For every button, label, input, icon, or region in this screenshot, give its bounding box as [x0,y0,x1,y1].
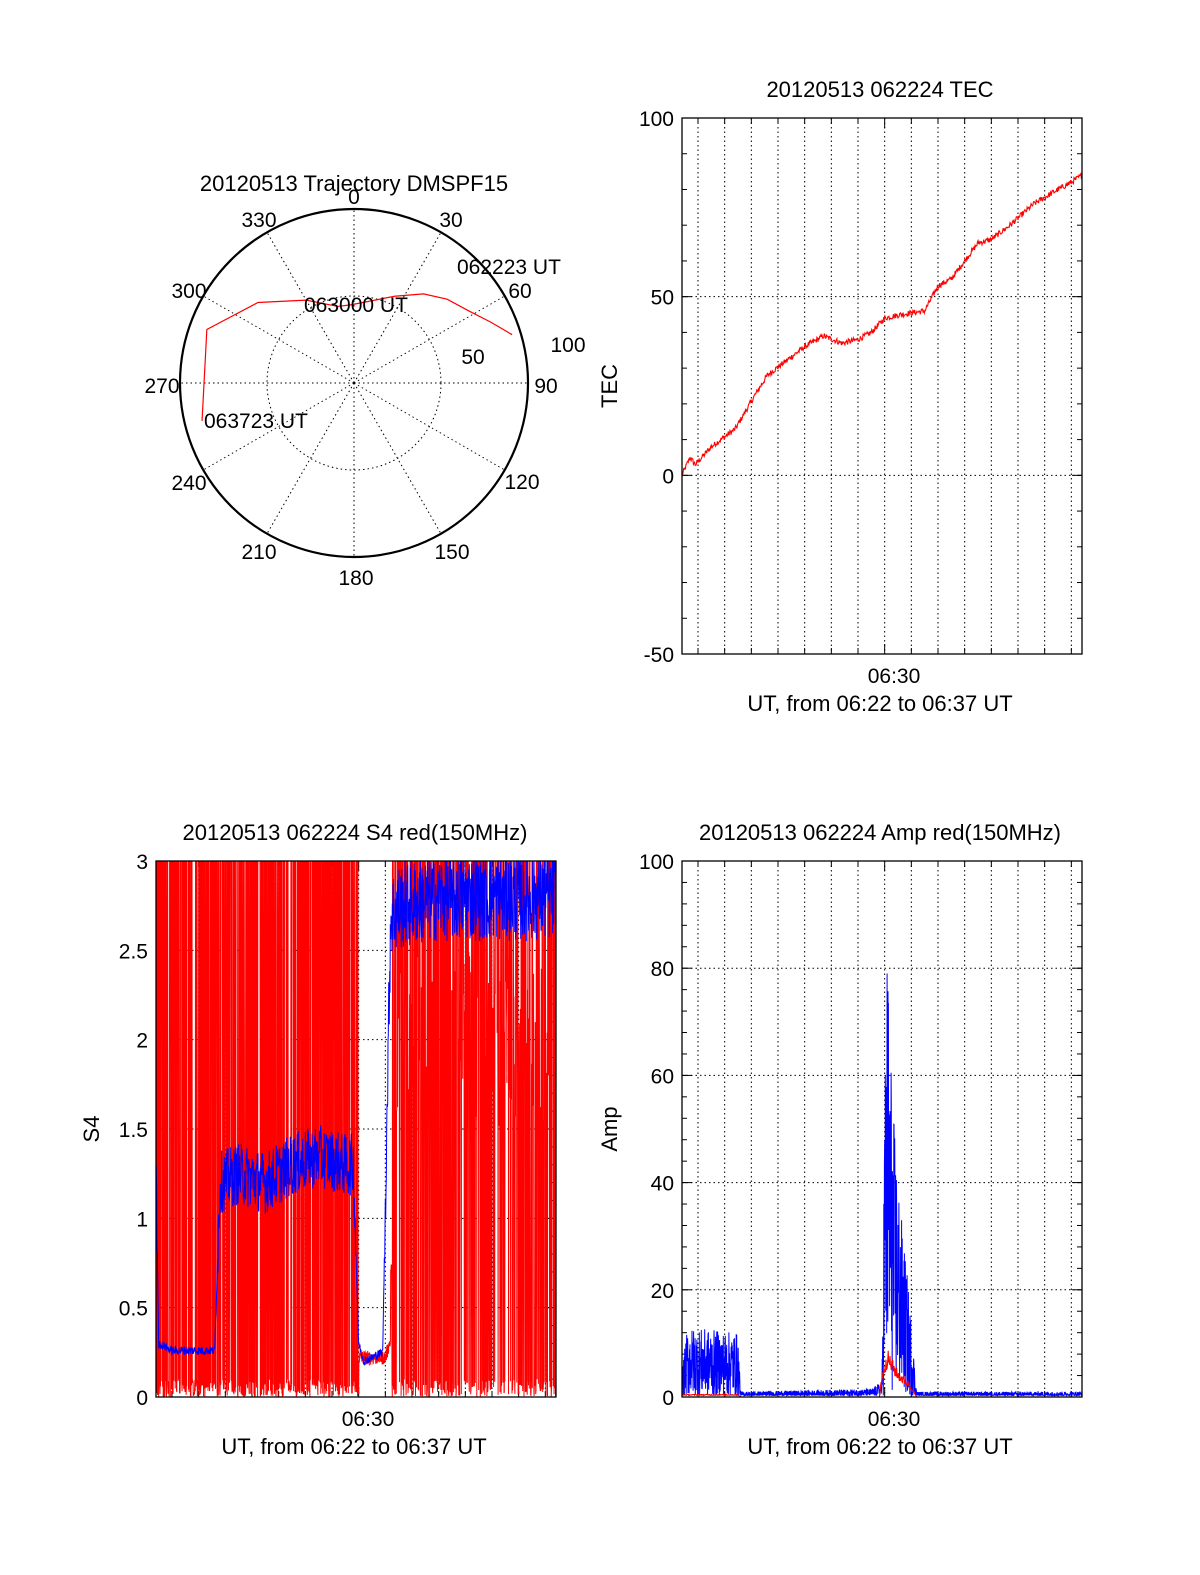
y-tick-label: 1.5 [119,1119,148,1142]
tec-grid [682,117,1082,655]
y-tick-label: 0 [662,1387,674,1410]
polar-spoke [266,232,355,384]
amp-x-axis-label: UT, from 06:22 to 06:37 UT [747,1434,1012,1459]
y-tick-label: 0.5 [119,1298,148,1321]
y-tick-label: 50 [651,287,674,310]
polar-spoke [203,295,355,384]
tec-x-tick-label: 06:30 [868,665,921,688]
s4-red-line [156,861,556,1397]
s4-chart: 20120513 062224 S4 red(150MHz) 0 0.5 1 1.5 2… [79,820,557,1459]
s4-title: 20120513 062224 S4 red(150MHz) [183,820,528,845]
y-tick-label: 100 [639,108,674,131]
tec-y-tick-labels: -50 0 50 100 [639,108,674,667]
s4-frame [155,860,557,1398]
polar-angle-label: 180 [338,567,373,590]
polar-title: 20120513 Trajectory DMSPF15 [200,171,508,196]
polar-chart: 20120513 Trajectory DMSPF15 0 30 60 90 120 15… [144,171,585,590]
y-tick-label: 3 [136,851,148,874]
y-tick-label: 2 [136,1030,148,1053]
polar-grid [180,209,528,557]
polar-angle-label: 300 [171,280,206,303]
polar-spoke [266,382,355,534]
tec-title: 20120513 062224 TEC [766,77,993,102]
polar-angle-label: 240 [171,472,206,495]
annotation-start: 062223 UT [457,256,561,279]
s4-y-axis-label: S4 [79,1116,104,1143]
amp-y-axis-label: Amp [597,1106,622,1151]
y-tick-label: -50 [644,644,674,667]
s4-series [156,861,556,1397]
polar-angle-label: 60 [508,280,531,303]
amp-red-line [682,1350,1082,1397]
polar-angle-label: 270 [144,375,179,398]
amp-grid [682,860,1082,1398]
tec-series [682,171,1082,477]
s4-x-axis-label: UT, from 06:22 to 06:37 UT [221,1434,486,1459]
polar-spoke [353,232,442,384]
y-tick-label: 40 [651,1173,674,1196]
y-tick-label: 20 [651,1280,674,1303]
polar-angle-label: 30 [439,209,462,232]
polar-outer-circle [178,207,530,559]
polar-angle-label: 150 [434,541,469,564]
tec-x-axis-label: UT, from 06:22 to 06:37 UT [747,691,1012,716]
amp-x-tick-label: 06:30 [868,1408,921,1431]
polar-radius-label-100: 100 [550,334,585,357]
polar-angle-labels: 0 30 60 90 120 150 180 210 240 270 300 330 [144,186,557,590]
trajectory-line [201,293,513,421]
y-tick-label: 60 [651,1065,674,1088]
amp-y-tick-labels: 0 20 40 60 80 100 [639,851,674,1410]
polar-angle-label: 210 [241,541,276,564]
polar-spoke [203,382,355,471]
annotation-mid: 063000 UT [304,294,408,317]
tec-frame [681,117,1083,655]
polar-spoke [353,382,505,471]
amp-frame [681,860,1083,1398]
amp-chart: 20120513 062224 Amp red(150MHz) 0 20 40 60 8… [597,820,1083,1459]
polar-spoke [353,295,505,384]
y-tick-label: 0 [136,1387,148,1410]
amp-blue-line [682,973,1082,1397]
s4-y-tick-labels: 0 0.5 1 1.5 2 2.5 3 [119,851,148,1410]
tec-y-axis-label: TEC [597,364,622,408]
polar-spoke [353,382,442,534]
amp-title: 20120513 062224 Amp red(150MHz) [699,820,1061,845]
tec-line [682,171,1082,477]
s4-x-tick-label: 06:30 [342,1408,395,1431]
y-tick-label: 2.5 [119,940,148,963]
y-tick-label: 1 [136,1208,148,1231]
polar-radius-label-50: 50 [461,346,484,369]
amp-series [682,973,1082,1397]
s4-blue-line [156,861,556,1366]
polar-angle-label: 120 [504,471,539,494]
polar-angle-label: 330 [241,209,276,232]
annotation-end: 063723 UT [204,410,308,433]
y-tick-label: 80 [651,958,674,981]
polar-angle-label: 0 [348,186,360,209]
polar-angle-label: 90 [534,375,557,398]
y-tick-label: 100 [639,851,674,874]
polar-trajectory [201,293,513,421]
y-tick-label: 0 [662,465,674,488]
